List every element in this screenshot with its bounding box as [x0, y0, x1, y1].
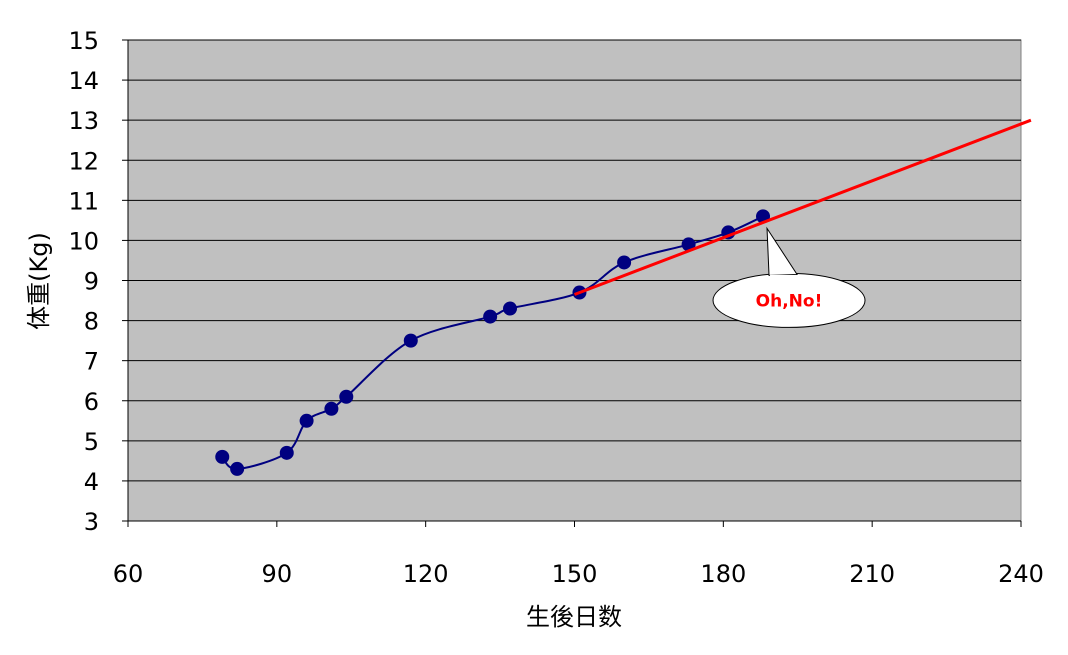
y-tick-label-9: 9	[84, 268, 99, 296]
x-tick-label-60: 60	[113, 560, 144, 588]
data-point-10	[617, 255, 632, 270]
y-tick-label-5: 5	[84, 428, 99, 456]
x-tick-label-240: 240	[998, 560, 1044, 588]
callout-text: Oh,No!	[756, 291, 823, 311]
data-point-6	[403, 333, 418, 348]
data-point-0	[215, 449, 230, 464]
data-point-7	[483, 309, 498, 324]
y-tick-label-13: 13	[68, 107, 99, 135]
x-tick-labels: 60 90 120 150 180 210 240	[113, 521, 1044, 588]
x-tick-label-150: 150	[552, 560, 598, 588]
x-tick-label-120: 120	[403, 560, 449, 588]
y-tick-label-11: 11	[68, 187, 99, 215]
data-point-1	[230, 461, 245, 476]
trend-line	[573, 118, 1032, 296]
data-point-5	[339, 389, 354, 404]
x-axis-title: 生後日数	[526, 603, 622, 631]
y-axis-title: 体重(Kg)	[25, 232, 53, 330]
x-tick-label-210: 210	[849, 560, 895, 588]
y-tick-label-3: 3	[84, 508, 99, 536]
y-tick-label-4: 4	[84, 468, 99, 496]
y-tick-label-8: 8	[84, 308, 99, 336]
y-tick-labels: 3 4 5 6 7 8 9 10 11 12 13 14 15	[68, 27, 128, 536]
callout-0: Oh,No!	[712, 226, 866, 328]
y-tick-label-12: 12	[68, 147, 99, 175]
x-tick-label-180: 180	[700, 560, 746, 588]
data-series	[215, 118, 1032, 476]
y-tick-label-7: 7	[84, 348, 99, 376]
annotations: Oh,No!	[712, 226, 866, 328]
gridlines	[128, 39, 1021, 482]
x-tick-label-90: 90	[262, 560, 293, 588]
y-tick-label-10: 10	[68, 227, 99, 255]
data-point-4	[324, 401, 339, 416]
data-point-3	[299, 413, 314, 428]
y-tick-label-15: 15	[68, 27, 99, 55]
series-line-weight	[221, 215, 764, 470]
data-point-2	[279, 445, 294, 460]
data-point-8	[503, 301, 518, 316]
y-tick-label-14: 14	[68, 67, 99, 95]
data-point-11	[681, 237, 696, 252]
y-tick-label-6: 6	[84, 388, 99, 416]
